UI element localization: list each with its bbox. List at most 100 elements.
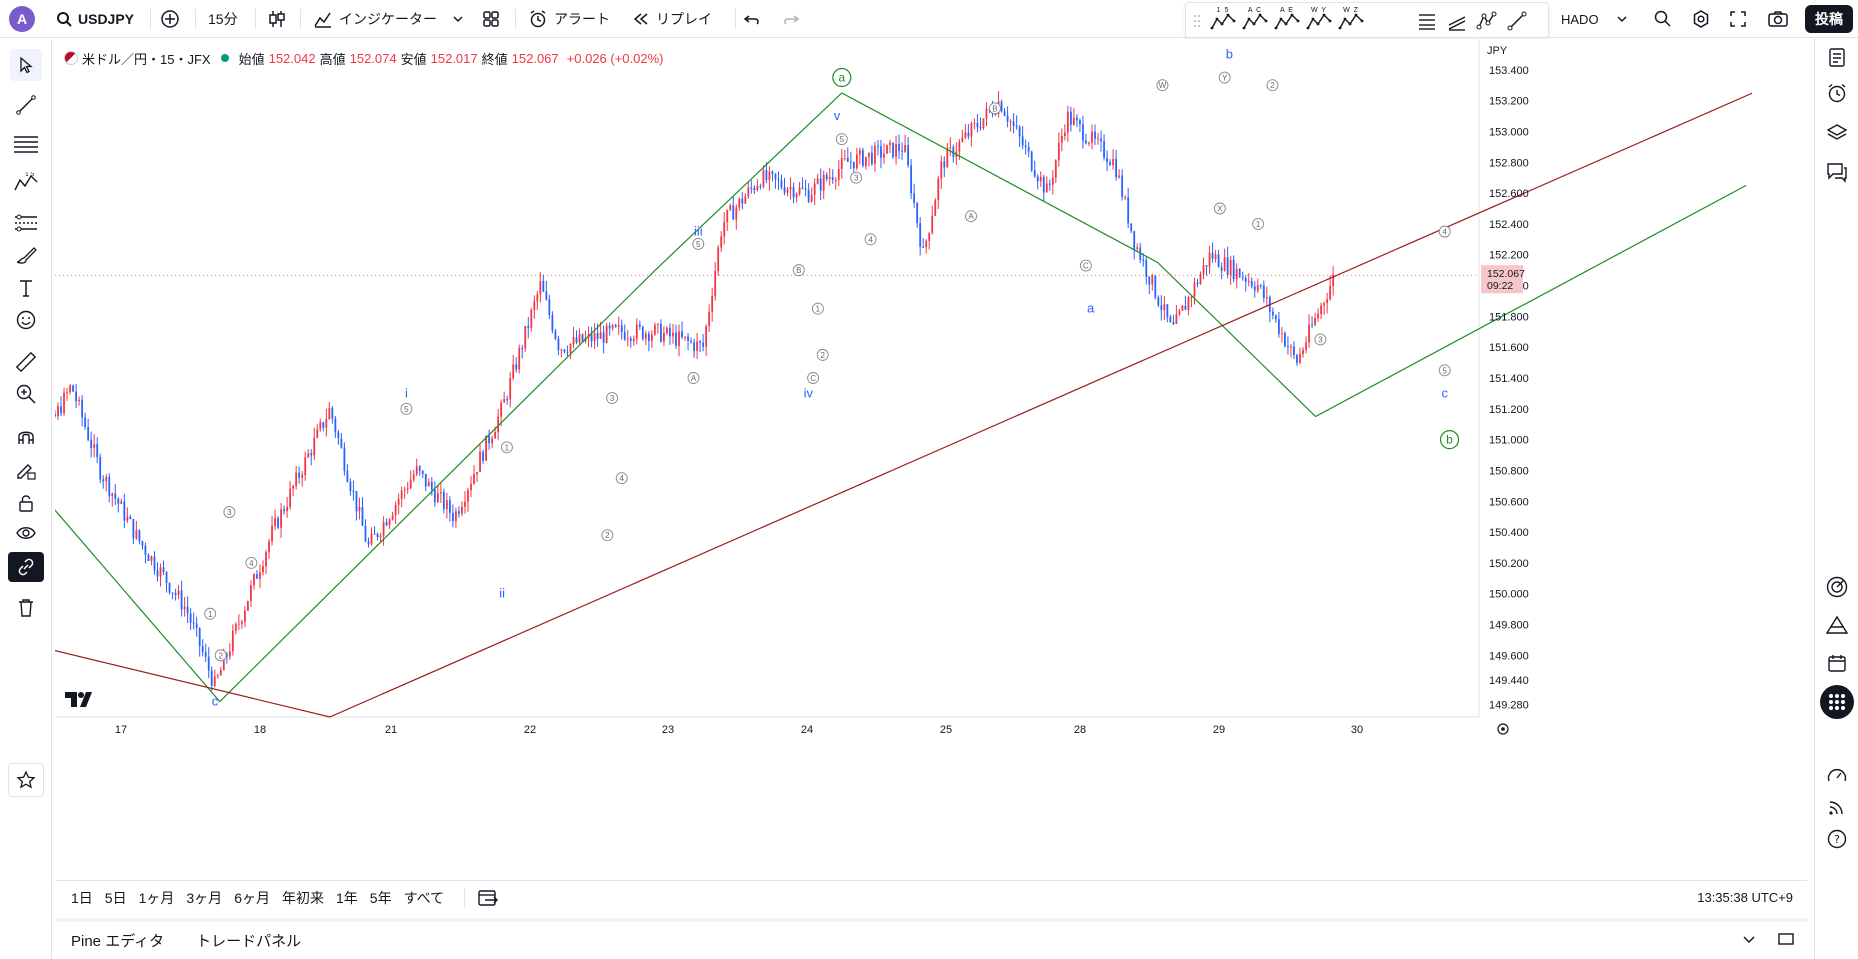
subwave-label[interactable]: 3: [1318, 335, 1323, 344]
ideas-button[interactable]: [1822, 610, 1852, 640]
subwave-circle[interactable]: [204, 607, 217, 620]
tab-pine-editor[interactable]: Pine エディタ: [71, 933, 165, 950]
snapshot-button[interactable]: [1767, 0, 1789, 38]
wave-label[interactable]: a: [1087, 301, 1095, 316]
wave-label[interactable]: c: [212, 694, 219, 709]
subwave-label[interactable]: 5: [404, 405, 409, 414]
chart-type-button[interactable]: [267, 0, 287, 38]
time-axis[interactable]: 17 18 21 22 23 24 25 28 29 30: [115, 724, 1363, 736]
range-button[interactable]: 1ヶ月: [138, 889, 175, 906]
wave-label[interactable]: b: [1446, 433, 1453, 447]
range-button[interactable]: 6ヶ月: [234, 889, 270, 906]
subwave-circle[interactable]: [214, 649, 227, 662]
subwave-label[interactable]: 5: [1443, 366, 1448, 375]
pattern-tool[interactable]: 1 5: [10, 167, 42, 199]
subwave-label[interactable]: 1: [208, 610, 213, 619]
subwave-circle[interactable]: [1438, 225, 1451, 238]
range-button[interactable]: 1日: [71, 889, 93, 906]
wave-label[interactable]: i: [405, 385, 408, 400]
elliott-triangle-button[interactable]: A E: [1274, 7, 1300, 33]
compare-button[interactable]: [160, 0, 180, 38]
subwave-label[interactable]: 4: [1443, 228, 1448, 237]
subwave-label[interactable]: 5: [840, 135, 845, 144]
subwave-circle[interactable]: [850, 171, 863, 184]
subwave-label[interactable]: A: [691, 374, 697, 383]
subwave-label[interactable]: 4: [619, 474, 624, 483]
layouts-button[interactable]: [481, 0, 501, 38]
subwave-circle[interactable]: [500, 441, 513, 454]
hado-dropdown[interactable]: HADO: [1561, 0, 1599, 38]
indicators-button[interactable]: インジケーター: [313, 0, 437, 38]
subwave-circle[interactable]: [792, 264, 805, 277]
fib-retracement-button[interactable]: [1414, 9, 1440, 33]
help-button[interactable]: ?: [1822, 824, 1852, 854]
remove-drawings-tool[interactable]: [10, 592, 42, 624]
elliott-correction-button[interactable]: A C: [1242, 7, 1268, 33]
wave-label[interactable]: iv: [804, 385, 814, 400]
clock[interactable]: 13:35:38 UTC+9: [1697, 890, 1793, 905]
subwave-label[interactable]: 4: [868, 235, 873, 244]
elliott-double-combo-button[interactable]: W Y: [1306, 7, 1332, 33]
settings-button[interactable]: [1691, 0, 1711, 38]
legend-title[interactable]: 米ドル／円・15・JFX: [82, 51, 211, 67]
subwave-circle[interactable]: [601, 529, 614, 542]
subwave-circle[interactable]: [687, 372, 700, 384]
range-button[interactable]: 年初来: [281, 889, 324, 906]
subwave-label[interactable]: B: [796, 266, 801, 275]
range-button[interactable]: すべて: [403, 889, 445, 906]
wave-label[interactable]: a: [838, 71, 845, 85]
stream-button[interactable]: [1822, 792, 1852, 822]
chats-button[interactable]: [1822, 157, 1852, 187]
quick-search-button[interactable]: [1653, 0, 1673, 38]
maximize-panel-button[interactable]: [1777, 931, 1795, 950]
subwave-label[interactable]: 2: [605, 531, 610, 540]
subwave-circle[interactable]: [1252, 217, 1265, 230]
subwave-circle[interactable]: [1218, 71, 1231, 84]
calendar-button[interactable]: [1822, 648, 1852, 678]
speedometer-button[interactable]: [1822, 761, 1852, 791]
subwave-label[interactable]: Y: [1222, 74, 1228, 83]
subwave-label[interactable]: 3: [610, 394, 615, 403]
subwave-label[interactable]: 5: [696, 240, 701, 249]
wave-label[interactable]: iii: [694, 224, 703, 239]
subwave-circle[interactable]: [1314, 333, 1327, 346]
subwave-circle[interactable]: [1156, 79, 1169, 92]
red-trend-line[interactable]: [55, 39, 1752, 718]
wave-label[interactable]: v: [834, 108, 841, 123]
subwave-label[interactable]: 2: [1270, 81, 1275, 90]
fullscreen-button[interactable]: [1729, 0, 1747, 38]
wave-label-circle[interactable]: [1439, 430, 1460, 450]
price-chart[interactable]: bciiiiiiivvabcab1234512345ABC12345ABCWXY…: [55, 39, 1752, 851]
wave-label[interactable]: c: [1441, 385, 1448, 400]
subwave-label[interactable]: A: [968, 212, 974, 221]
sync-drawings-tool[interactable]: [8, 552, 44, 582]
subwave-label[interactable]: C: [810, 374, 816, 383]
text-tool[interactable]: [10, 272, 42, 304]
subwave-circle[interactable]: [606, 392, 619, 404]
tab-trade-panel[interactable]: トレードパネル: [196, 933, 302, 950]
redo-button[interactable]: [782, 0, 800, 38]
apps-button[interactable]: [1820, 685, 1854, 719]
subwave-circle[interactable]: [692, 237, 705, 250]
draw-mode-tool[interactable]: [10, 455, 42, 487]
goto-date-button[interactable]: [464, 887, 499, 908]
trend-line-button[interactable]: [1504, 9, 1530, 33]
subwave-label[interactable]: 4: [249, 559, 254, 568]
drag-handle-icon[interactable]: [1190, 9, 1204, 33]
hado-chevron[interactable]: [1616, 0, 1628, 38]
subwave-circle[interactable]: [1213, 202, 1226, 215]
subwave-label[interactable]: 2: [820, 351, 825, 360]
zoom-tool[interactable]: [10, 378, 42, 410]
elliott-triple-combo-button[interactable]: W Z: [1338, 7, 1364, 33]
favorites-tool[interactable]: [8, 763, 44, 797]
subwave-circle[interactable]: [400, 402, 413, 415]
subwave-label[interactable]: 1: [505, 443, 510, 452]
trend-line-tool[interactable]: [10, 89, 42, 121]
lock-tool[interactable]: [10, 487, 42, 519]
alert-button[interactable]: アラート: [528, 0, 610, 38]
subwave-circle[interactable]: [811, 302, 824, 315]
publish-button[interactable]: 投稿: [1805, 5, 1853, 33]
user-avatar[interactable]: A: [9, 6, 35, 32]
subwave-circle[interactable]: [835, 133, 848, 146]
watchlist-button[interactable]: [1822, 42, 1852, 72]
